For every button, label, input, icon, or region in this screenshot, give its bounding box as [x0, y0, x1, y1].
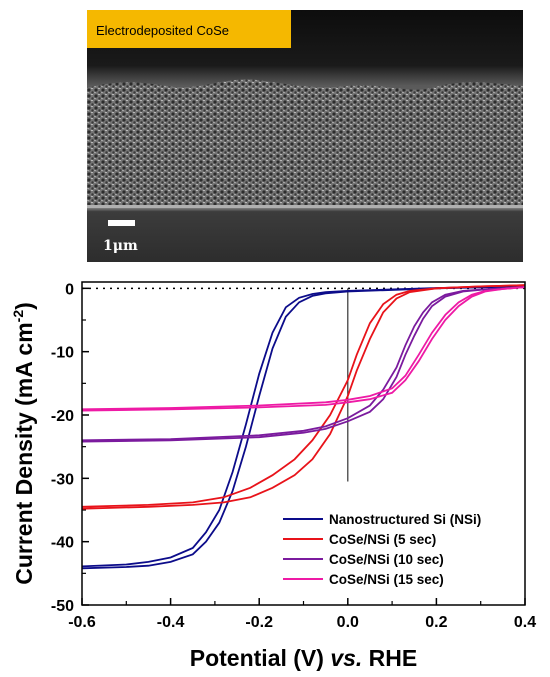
x-tick-label: 0.0	[337, 614, 359, 631]
polarization-curves	[81, 284, 526, 570]
legend-label: CoSe/NSi (15 sec)	[329, 572, 444, 587]
legend-label: CoSe/NSi (5 sec)	[329, 532, 436, 547]
lsv-chart: -0.6 -0.4 -0.2 0.0 0.2 0.4 0 -10 -20 -30 -40 -50 Na…	[10, 281, 536, 671]
series-4-reverse-scan	[81, 286, 526, 411]
x-tick-label: -0.6	[68, 614, 96, 631]
y-tick-label: -30	[51, 471, 74, 488]
y-axis-title: Current Density (mA cm-2)	[10, 302, 37, 585]
y-tick-label: -40	[51, 535, 74, 552]
y-axis-title-tail: )	[11, 302, 37, 310]
y-axis-title-main: Current Density (mA cm	[11, 322, 37, 584]
series-3-forward-scan	[81, 286, 526, 443]
sem-porous-film	[87, 79, 523, 206]
series-1-reverse-scan	[81, 285, 526, 568]
x-tick-label: -0.4	[157, 614, 185, 631]
series-2-reverse-scan	[81, 284, 526, 508]
y-tick-label: -50	[51, 598, 74, 615]
scale-bar-label: 1μm	[103, 238, 138, 254]
series-2-forward-scan	[81, 284, 526, 510]
series-1-forward-scan	[81, 285, 526, 570]
x-tick-label: 0.2	[425, 614, 447, 631]
legend-label: Nanostructured Si (NSi)	[329, 512, 481, 527]
sem-label: Electrodeposited CoSe	[96, 23, 229, 38]
series-4-forward-scan	[81, 286, 526, 412]
y-tick-label: -20	[51, 408, 74, 425]
y-axis-title-sup: -2	[10, 310, 26, 323]
scale-bar	[108, 220, 135, 226]
plot-frame	[81, 281, 526, 606]
sem-label-box	[87, 10, 291, 48]
x-axis-title-main: Potential (V)	[190, 645, 331, 671]
x-axis-title-tail: RHE	[362, 645, 417, 671]
sem-image: Electrodeposited CoSe 1μm	[87, 10, 523, 262]
x-tick-label: -0.2	[245, 614, 273, 631]
y-tick-label: 0	[65, 281, 74, 298]
axis-ticks: -0.6 -0.4 -0.2 0.0 0.2 0.4 0 -10 -20 -30 -40 -50	[51, 281, 536, 631]
x-tick-label: 0.4	[514, 614, 536, 631]
legend-label: CoSe/NSi (10 sec)	[329, 552, 444, 567]
x-axis-title-italic: vs.	[330, 645, 362, 671]
y-tick-label: -10	[51, 345, 74, 362]
x-axis-title: Potential (V) vs. RHE	[190, 645, 418, 671]
series-3-reverse-scan	[81, 286, 526, 442]
sem-substrate-edge	[87, 205, 523, 208]
legend: Nanostructured Si (NSi) CoSe/NSi (5 sec) C…	[283, 512, 481, 587]
